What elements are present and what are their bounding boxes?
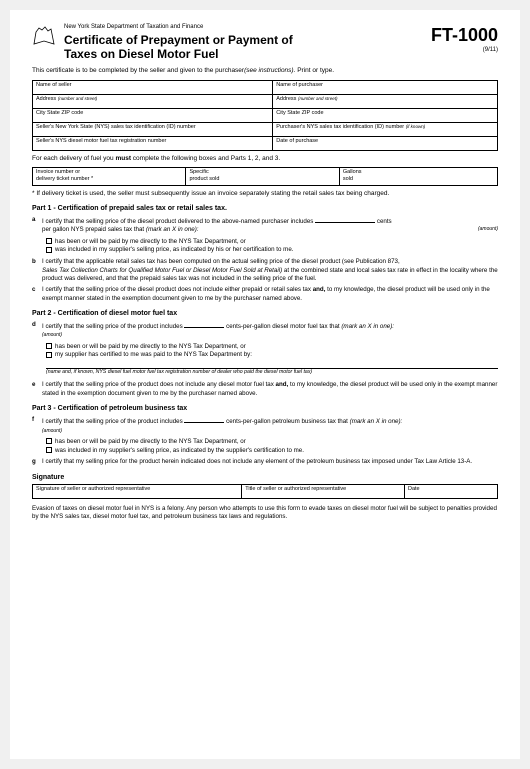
blank-d-cents[interactable] bbox=[184, 321, 224, 328]
cell-seller-taxid[interactable]: Seller's New York State (NYS) sales tax … bbox=[33, 122, 273, 136]
item-g: g I certify that my selling price for th… bbox=[32, 458, 498, 466]
form-title-2: Taxes on Diesel Motor Fuel bbox=[64, 48, 423, 62]
cell-purchaser-csz[interactable]: City State ZIP code bbox=[273, 108, 498, 122]
item-f: f I certify that the selling price of th… bbox=[32, 416, 498, 435]
part2-cb2: my supplier has certified to me was paid… bbox=[46, 351, 498, 360]
cell-date-purchase[interactable]: Date of purchase bbox=[273, 136, 498, 150]
form-code-block: FT-1000 (9/11) bbox=[431, 24, 498, 55]
cell-gallons[interactable]: Gallonssold bbox=[339, 168, 497, 185]
cell-seller-name[interactable]: Name of seller bbox=[33, 80, 273, 94]
part1-cb1: has been or will be paid by me directly … bbox=[46, 238, 498, 247]
item-c: c I certify that the selling price of th… bbox=[32, 286, 498, 303]
checkbox-d2[interactable] bbox=[46, 352, 52, 358]
top-instr-italic: (see instructions). bbox=[244, 67, 295, 74]
checkbox-f2[interactable] bbox=[46, 447, 52, 453]
signature-title: Signature bbox=[32, 473, 498, 482]
cell-purchaser-address[interactable]: Address (number and street) bbox=[273, 94, 498, 108]
item-e: e I certify that the selling price of th… bbox=[32, 381, 498, 398]
part3-cb2: was included in my supplier's selling pr… bbox=[46, 447, 498, 456]
form-page: New York State Department of Taxation an… bbox=[10, 10, 520, 759]
footnote: * If delivery ticket is used, the seller… bbox=[32, 190, 498, 198]
signature-table: Signature of seller or authorized repres… bbox=[32, 484, 498, 499]
cell-seller-reg[interactable]: Seller's NYS diesel motor fuel tax regis… bbox=[33, 136, 273, 150]
item-b: b I certify that the applicable retail s… bbox=[32, 258, 498, 283]
form-code: FT-1000 bbox=[431, 24, 498, 47]
nys-logo bbox=[32, 24, 56, 48]
top-instr-end: Print or type. bbox=[295, 67, 334, 74]
checkbox-d1[interactable] bbox=[46, 343, 52, 349]
part3-cb1: has been or will be paid by me directly … bbox=[46, 438, 498, 447]
item-d: d I certify that the selling price of th… bbox=[32, 321, 498, 340]
cell-seller-csz[interactable]: City State ZIP code bbox=[33, 108, 273, 122]
sig-cell-signature[interactable]: Signature of seller or authorized repres… bbox=[33, 484, 242, 498]
cell-seller-address[interactable]: Address (number and street) bbox=[33, 94, 273, 108]
cell-purchaser-taxid[interactable]: Purchaser's NYS sales tax identification… bbox=[273, 122, 498, 136]
checkbox-a1[interactable] bbox=[46, 238, 52, 244]
info-table: Name of sellerName of purchaser Address … bbox=[32, 80, 498, 151]
checkbox-a2[interactable] bbox=[46, 247, 52, 253]
part1-cb2: was included in my supplier's selling pr… bbox=[46, 246, 498, 255]
item-a: a I certify that the selling price of th… bbox=[32, 216, 498, 235]
header-text: New York State Department of Taxation an… bbox=[64, 24, 423, 61]
blank-a-cents[interactable] bbox=[315, 216, 375, 223]
dept-name: New York State Department of Taxation an… bbox=[64, 24, 423, 32]
cell-invoice[interactable]: Invoice number ordelivery ticket number … bbox=[33, 168, 186, 185]
header: New York State Department of Taxation an… bbox=[32, 24, 498, 61]
cell-product[interactable]: Specificproduct sold bbox=[186, 168, 339, 185]
form-title-1: Certificate of Prepayment or Payment of bbox=[64, 34, 423, 48]
delivery-instruction: For each delivery of fuel you must compl… bbox=[32, 155, 498, 163]
sig-cell-date[interactable]: Date bbox=[405, 484, 498, 498]
part1-title: Part 1 - Certification of prepaid sales … bbox=[32, 204, 498, 213]
part2-title: Part 2 - Certification of diesel motor f… bbox=[32, 309, 498, 318]
revision: (9/11) bbox=[431, 47, 498, 55]
sig-cell-title[interactable]: Title of seller or authorized representa… bbox=[242, 484, 405, 498]
part2-name-note: (name and, if known, NYS diesel fuel mot… bbox=[46, 369, 498, 376]
delivery-table: Invoice number ordelivery ticket number … bbox=[32, 167, 498, 185]
part2-cb1: has been or will be paid by me directly … bbox=[46, 343, 498, 352]
cell-purchaser-name[interactable]: Name of purchaser bbox=[273, 80, 498, 94]
top-instruction: This certificate is to be completed by t… bbox=[32, 67, 498, 75]
part3-title: Part 3 - Certification of petroleum busi… bbox=[32, 404, 498, 413]
checkbox-f1[interactable] bbox=[46, 438, 52, 444]
footer-warning: Evasion of taxes on diesel motor fuel in… bbox=[32, 505, 498, 522]
top-instr-text: This certificate is to be completed by t… bbox=[32, 67, 244, 74]
blank-f-cents[interactable] bbox=[184, 416, 224, 423]
